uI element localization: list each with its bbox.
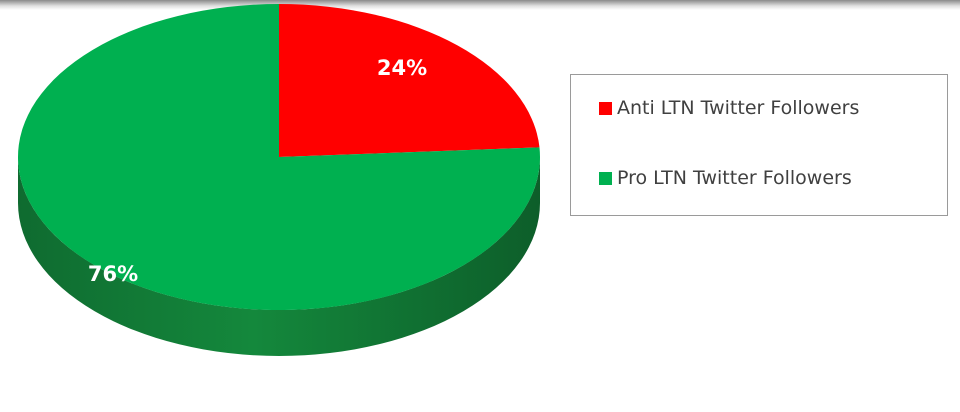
legend-label-anti: Anti LTN Twitter Followers	[617, 97, 860, 119]
pie-slices	[18, 4, 541, 310]
legend-item-anti: Anti LTN Twitter Followers	[599, 97, 859, 119]
legend-swatch-anti	[599, 101, 612, 115]
legend-label-pro: Pro LTN Twitter Followers	[617, 167, 852, 189]
pie-side-band	[18, 157, 540, 356]
slice-anti	[279, 4, 540, 157]
data-label-anti: 24%	[377, 56, 427, 80]
legend-item-pro: Pro LTN Twitter Followers	[599, 167, 852, 189]
slice-pro	[18, 4, 541, 310]
legend-swatch-pro	[599, 171, 612, 185]
data-label-pro: 76%	[88, 262, 138, 286]
pie-3d-side	[18, 157, 540, 356]
top-edge-shadow	[0, 0, 960, 10]
pie-data-labels: 24% 76%	[88, 56, 427, 286]
legend: Anti LTN Twitter Followers Pro LTN Twitt…	[570, 74, 948, 216]
